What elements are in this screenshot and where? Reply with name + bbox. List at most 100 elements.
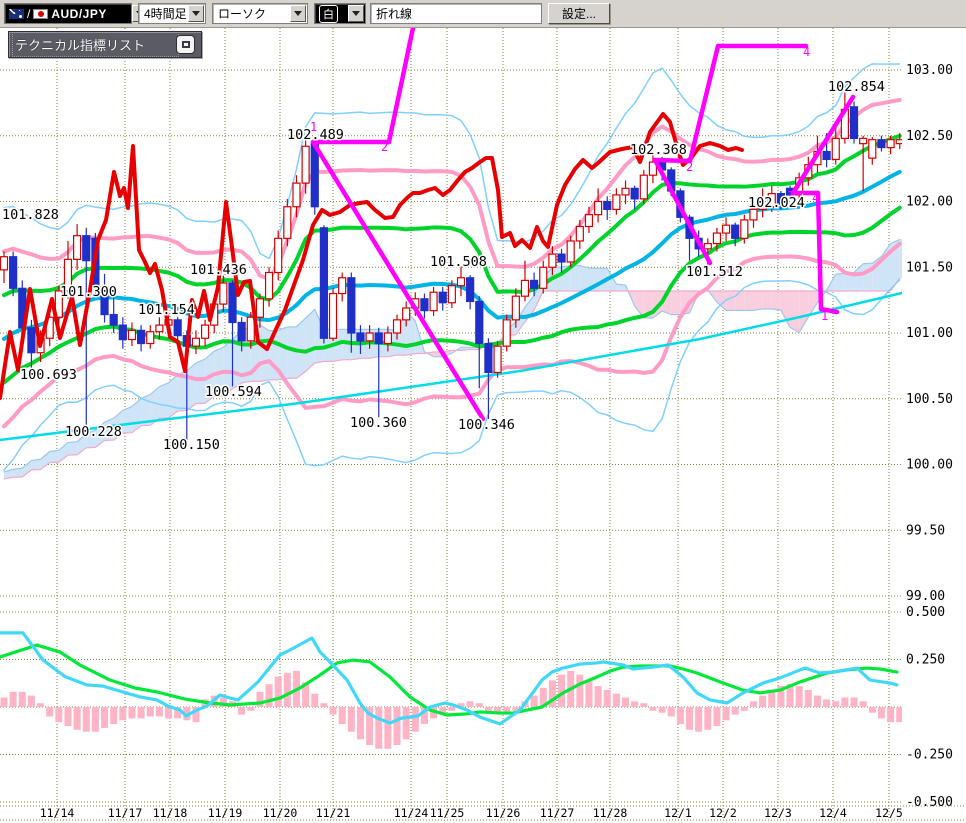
sub-axis-label: -0.500 bbox=[906, 795, 953, 810]
ichimoku-cloud bbox=[177, 370, 187, 411]
date-axis-label: 11/19 bbox=[208, 806, 243, 820]
ichimoku-cloud bbox=[671, 290, 681, 315]
macd-histogram-bar bbox=[850, 697, 858, 707]
macd-histogram-bar bbox=[73, 707, 81, 730]
candle-body bbox=[392, 319, 402, 334]
swing-price-label: 100.150 bbox=[163, 437, 220, 453]
macd-histogram-bar bbox=[868, 707, 876, 713]
date-axis-label: 12/1 bbox=[664, 806, 692, 820]
macd-histogram-bar bbox=[859, 701, 867, 707]
ichimoku-cloud bbox=[122, 406, 132, 434]
restore-window-icon[interactable] bbox=[176, 35, 195, 54]
candle-body bbox=[502, 319, 511, 347]
chevron-down-icon[interactable] bbox=[348, 5, 364, 22]
candle-body bbox=[283, 206, 292, 239]
trendline-drawing[interactable] bbox=[790, 94, 856, 196]
trendline-drawing[interactable] bbox=[652, 157, 693, 164]
settings-button[interactable]: 設定... bbox=[548, 3, 610, 24]
swing-price-label: 101.508 bbox=[430, 254, 487, 270]
candle-body bbox=[109, 313, 118, 326]
macd-histogram-bar bbox=[82, 707, 90, 732]
ichimoku-cloud bbox=[744, 290, 754, 311]
timeframe-label: 4時間足 bbox=[144, 7, 187, 21]
candle-body bbox=[868, 139, 877, 159]
macd-histogram-bar bbox=[155, 707, 163, 717]
candle-body bbox=[402, 307, 411, 321]
macd-histogram-bar bbox=[603, 689, 611, 707]
chevron-down-icon[interactable] bbox=[290, 5, 306, 22]
ichimoku-cloud bbox=[835, 272, 845, 291]
candle-body bbox=[447, 285, 456, 304]
ichimoku-cloud bbox=[150, 386, 160, 426]
macd-histogram-bar bbox=[393, 707, 401, 745]
date-axis-label: 11/21 bbox=[316, 806, 351, 820]
candle-color-select[interactable]: 白 bbox=[314, 3, 366, 24]
ichimoku-cloud bbox=[40, 451, 50, 470]
ichimoku-cloud bbox=[296, 318, 306, 379]
main-chart[interactable]: 1 2 2 4 3 4 1 101.828 101.300 101.154 100.693 100.2… bbox=[0, 28, 909, 480]
macd-histogram-bar bbox=[64, 707, 72, 726]
australia-flag-icon bbox=[9, 8, 24, 19]
ichimoku-cloud bbox=[753, 290, 763, 311]
ichimoku-cloud bbox=[634, 290, 644, 318]
swing-price-label: 100.693 bbox=[20, 367, 77, 383]
macd-histogram-bar bbox=[887, 707, 895, 723]
macd-histogram-bar bbox=[841, 697, 849, 707]
macd-histogram-bar bbox=[475, 703, 483, 707]
candle-body bbox=[319, 227, 328, 339]
macd-histogram-bar bbox=[37, 703, 45, 707]
macd-histogram-bar bbox=[375, 707, 383, 749]
macd-histogram-bar bbox=[356, 707, 364, 740]
trendline-drawing[interactable] bbox=[386, 28, 416, 145]
date-axis-label: 11/27 bbox=[540, 806, 575, 820]
ichimoku-cloud bbox=[342, 329, 352, 360]
overlay-line-type-input[interactable]: 折れ線 bbox=[370, 3, 542, 24]
macd-histogram-bar bbox=[695, 707, 703, 732]
currency-pair-select[interactable]: / AUD/JPY bbox=[4, 3, 148, 24]
macd-histogram-bar bbox=[192, 707, 200, 723]
macd-histogram-bar bbox=[55, 707, 63, 723]
macd-histogram-bar bbox=[622, 697, 630, 707]
trendline-drawing[interactable] bbox=[652, 157, 713, 266]
candle-body bbox=[575, 225, 584, 242]
macd-histogram-bar bbox=[649, 707, 657, 711]
macd-histogram-bar bbox=[18, 691, 26, 707]
macd-histogram-bar bbox=[320, 703, 328, 707]
macd-histogram-bar bbox=[686, 707, 693, 730]
swing-price-label: 100.228 bbox=[65, 424, 122, 440]
chart-type-select[interactable]: ローソク bbox=[212, 3, 308, 24]
swing-price-label: 102.489 bbox=[287, 127, 344, 143]
macd-histogram-bar bbox=[795, 686, 803, 707]
macd-histogram-bar bbox=[338, 707, 346, 725]
swing-price-label: 102.368 bbox=[630, 142, 687, 158]
candle-body bbox=[648, 161, 658, 176]
price-axis-label: 103.00 bbox=[906, 63, 953, 78]
candle-body bbox=[0, 256, 9, 271]
macd-histogram-bar bbox=[768, 689, 776, 707]
macd-subchart[interactable] bbox=[0, 631, 912, 749]
price-chart-area[interactable]: 103.00 102.50 102.00 101.50 101.00 100.50 100.… bbox=[0, 28, 966, 823]
ichimoku-cloud bbox=[762, 290, 772, 309]
ichimoku-cloud bbox=[13, 468, 23, 478]
ichimoku-cloud bbox=[716, 290, 727, 311]
candle-body bbox=[438, 291, 447, 304]
price-axis-label: 99.00 bbox=[906, 589, 945, 604]
trendline-drawing[interactable] bbox=[815, 190, 824, 312]
ichimoku-cloud bbox=[86, 430, 96, 448]
candle-body bbox=[155, 324, 164, 333]
chevron-down-icon[interactable] bbox=[188, 5, 204, 22]
macd-histogram-bar bbox=[832, 701, 840, 707]
trendline-drawing[interactable] bbox=[687, 43, 721, 164]
macd-histogram-bar bbox=[631, 701, 639, 707]
candle-body bbox=[191, 337, 201, 347]
bollinger-lower2-line bbox=[2, 241, 902, 429]
ichimoku-cloud bbox=[31, 459, 41, 470]
macd-histogram-bar bbox=[503, 707, 511, 713]
swing-price-label: 101.828 bbox=[2, 207, 59, 223]
trendline-drawing[interactable] bbox=[310, 139, 486, 422]
timeframe-select[interactable]: 4時間足 bbox=[138, 3, 206, 24]
wave-number-label: 3 bbox=[787, 189, 794, 203]
technical-indicator-list-panel[interactable]: テクニカル指標リスト bbox=[8, 31, 202, 58]
trendline-drawing[interactable] bbox=[818, 306, 840, 315]
macd-histogram-bar bbox=[302, 682, 310, 707]
